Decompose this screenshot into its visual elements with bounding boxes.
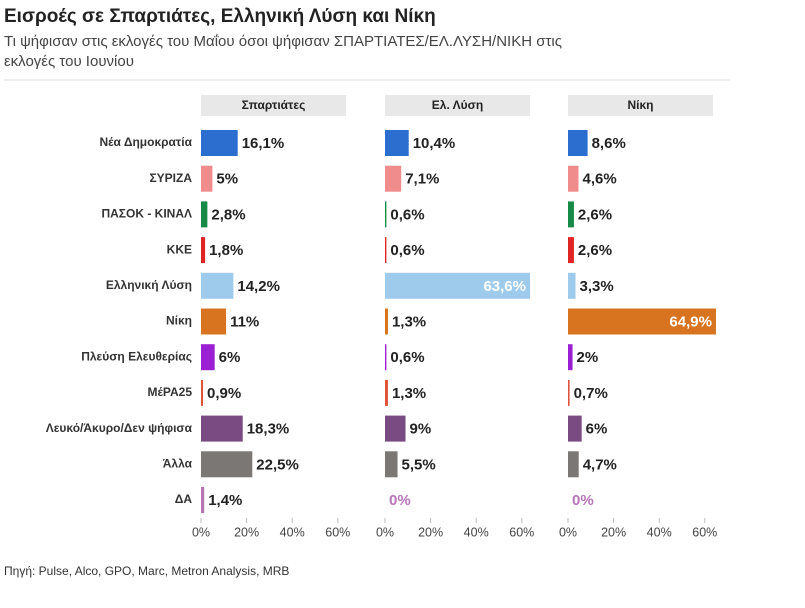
bar	[568, 237, 574, 264]
bar	[201, 379, 204, 406]
panel-header	[568, 95, 713, 116]
bar	[568, 165, 579, 192]
category-label: Νίκη	[166, 314, 192, 328]
x-tick-label: 40%	[464, 525, 489, 539]
value-label: 4,6%	[582, 171, 616, 188]
value-label: 4,7%	[583, 456, 617, 473]
x-tick-label: 20%	[234, 525, 259, 539]
bar	[385, 237, 387, 264]
category-label: ΜέΡΑ25	[147, 385, 192, 399]
value-label: 0%	[389, 492, 411, 509]
value-label: 2,8%	[211, 206, 245, 223]
category-label: ΔΑ	[175, 492, 193, 506]
x-tick-label: 20%	[418, 525, 443, 539]
bar	[568, 130, 588, 156]
source: Πηγή: Pulse, Alco, GPO, Marc, Metron Ana…	[4, 564, 289, 578]
value-label: 0%	[572, 492, 594, 509]
bar	[568, 415, 582, 442]
value-label: 1,8%	[209, 242, 243, 259]
value-label: 16,1%	[242, 135, 285, 152]
value-label: 10,4%	[413, 135, 456, 152]
x-tick-label: 60%	[692, 525, 717, 539]
panel-title: Νίκη	[627, 98, 653, 112]
x-tick-label: 60%	[325, 525, 350, 539]
bar	[385, 165, 402, 192]
value-label: 0,6%	[390, 206, 424, 223]
category-label: Νέα Δημοκρατία	[99, 135, 192, 149]
value-label: 2,6%	[578, 242, 612, 259]
value-label: 3,3%	[580, 278, 614, 295]
value-label: 11%	[230, 313, 259, 330]
value-label: 18,3%	[247, 421, 290, 438]
bar	[201, 344, 215, 371]
bar	[385, 272, 531, 299]
bar	[201, 165, 213, 192]
value-label: 1,3%	[392, 385, 426, 402]
chart-title: Εισροές σε Σπαρτιάτες, Ελληνική Λύση και…	[4, 6, 436, 27]
bar	[201, 451, 253, 478]
bar	[201, 237, 206, 264]
value-label: 8,6%	[592, 135, 626, 152]
bar	[201, 130, 238, 156]
panel-header	[385, 95, 530, 116]
value-label: 64,9%	[669, 313, 712, 330]
bar	[385, 130, 409, 156]
x-tick-label: 40%	[647, 525, 672, 539]
panel-header	[201, 95, 346, 116]
value-label: 63,6%	[483, 278, 526, 295]
category-label: ΣΥΡΙΖΑ	[149, 171, 192, 185]
value-label: 9%	[410, 421, 432, 438]
bar	[201, 487, 205, 513]
value-label: 0,6%	[390, 242, 424, 259]
bar	[568, 451, 579, 478]
value-label: 0,6%	[390, 349, 424, 366]
bar	[201, 201, 208, 228]
category-label: Λευκό/Άκυρο/Δεν ψήφισα	[46, 421, 193, 435]
value-label: 0,9%	[207, 385, 241, 402]
value-label: 7,1%	[405, 171, 439, 188]
bar	[568, 201, 574, 228]
value-label: 14,2%	[237, 278, 280, 295]
value-label: 1,3%	[392, 313, 426, 330]
category-label: Ελληνική Λύση	[106, 278, 192, 292]
bar	[201, 272, 234, 299]
bar	[568, 308, 716, 335]
value-label: 0,7%	[574, 385, 608, 402]
x-tick-label: 20%	[601, 525, 626, 539]
bar	[385, 344, 387, 371]
panel-title: Σπαρτιάτες	[242, 98, 306, 112]
x-tick-label: 0%	[376, 525, 394, 539]
value-label: 1,4%	[208, 492, 242, 509]
value-label: 5%	[216, 171, 238, 188]
value-label: 6%	[586, 421, 608, 438]
category-label: ΚΚΕ	[167, 242, 192, 256]
bar	[385, 201, 387, 228]
value-label: 5,5%	[402, 456, 436, 473]
chart-subtitle: Τι ψήφισαν στις εκλογές του Μαΐου όσοι ψ…	[4, 33, 562, 50]
value-label: 22,5%	[256, 456, 299, 473]
value-label: 6%	[219, 349, 241, 366]
panel-title: Ελ. Λύση	[432, 98, 483, 112]
value-label: 2%	[577, 349, 599, 366]
bar	[568, 344, 573, 371]
x-tick-label: 0%	[192, 525, 210, 539]
value-label: 2,6%	[578, 206, 612, 223]
category-label: Άλλα	[163, 456, 193, 470]
category-label: ΠΑΣΟΚ - ΚΙΝΑΛ	[101, 207, 192, 221]
x-tick-label: 60%	[509, 525, 534, 539]
bar	[385, 379, 388, 406]
bar	[385, 415, 406, 442]
category-label: Πλεύση Ελευθερίας	[81, 349, 192, 363]
bar	[385, 451, 398, 478]
bar	[201, 308, 227, 335]
x-tick-label: 0%	[559, 525, 577, 539]
x-tick-label: 40%	[280, 525, 305, 539]
bar	[568, 272, 576, 299]
bar	[568, 379, 570, 406]
chart-subtitle: εκλογές του Ιουνίου	[4, 53, 134, 70]
bar	[385, 308, 388, 335]
bar	[201, 415, 243, 442]
